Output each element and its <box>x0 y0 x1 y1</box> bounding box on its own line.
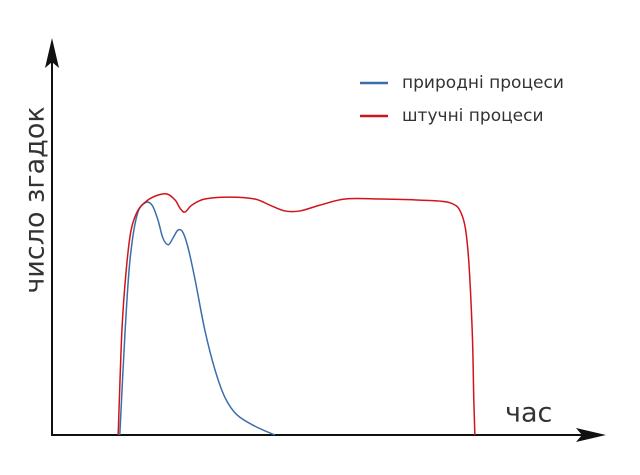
x-axis-arrow <box>576 428 606 442</box>
legend-label: природні процеси <box>402 73 564 93</box>
line <box>117 192 476 436</box>
line <box>119 201 276 436</box>
axes <box>45 38 606 442</box>
x-axis-label: час <box>505 398 552 429</box>
legend-label: штучні процеси <box>402 106 544 126</box>
y-axis-arrow <box>45 38 59 68</box>
y-axis-label: число згадок <box>20 106 51 293</box>
